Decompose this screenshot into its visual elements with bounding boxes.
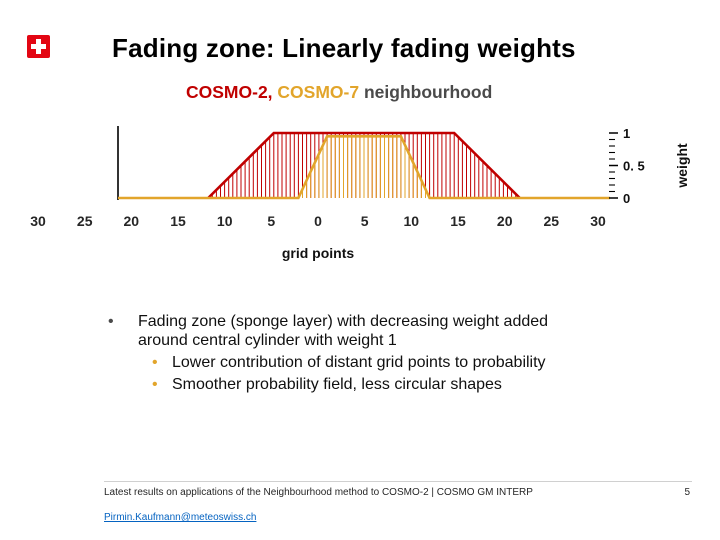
bullet-sub-2: • Smoother probability field, less circu… [152, 375, 588, 394]
bullet-icon: • [108, 313, 114, 330]
x-tick-label: 0 [314, 213, 322, 229]
cosmo7-outline [207, 131, 521, 199]
y-tick-label: 1 [623, 126, 630, 141]
slide-title: Fading zone: Linearly fading weights [112, 33, 576, 63]
footer-text: Latest results on applications of the Ne… [104, 487, 533, 498]
y-axis-title: weight [674, 143, 690, 189]
x-tick-label: 25 [77, 213, 93, 229]
y-tick-label: 0 [623, 191, 630, 206]
bullet-main-text: Fading zone (sponge layer) with decreasi… [138, 313, 549, 349]
cosmo2-hatch [302, 136, 426, 198]
slide-subtitle: COSMO-2, COSMO-7 neighbourhood [186, 82, 492, 103]
x-tick-label: 15 [170, 213, 186, 229]
subtitle-cosmo2: COSMO-2, [186, 82, 273, 102]
bullet-sub-1: • Lower contribution of distant grid poi… [152, 353, 588, 372]
x-tick-label: 15 [450, 213, 466, 229]
bullet-icon: • [152, 376, 158, 393]
footer-divider [104, 481, 692, 482]
x-tick-label: 5 [361, 213, 369, 229]
y-tick-label: 0. 5 [623, 159, 645, 174]
x-tick-label: 20 [124, 213, 140, 229]
cosmo2-outline [118, 135, 610, 200]
page-number: 5 [684, 487, 690, 498]
x-tick-label: 10 [404, 213, 420, 229]
bullet-main: • Fading zone (sponge layer) with decrea… [108, 312, 588, 350]
author-email-link[interactable]: Pirmin.Kaufmann@meteoswiss.ch [104, 512, 257, 523]
x-tick-label: 5 [267, 213, 275, 229]
x-tick-label: 30 [30, 213, 46, 229]
x-tick-label: 30 [590, 213, 606, 229]
x-tick-label: 25 [544, 213, 560, 229]
x-tick-label: 20 [497, 213, 513, 229]
subtitle-cosmo7: COSMO-7 [277, 82, 360, 102]
bullet-icon: • [152, 354, 158, 371]
bullet-sub-2-text: Smoother probability field, less circula… [172, 376, 502, 393]
x-axis-title: grid points [282, 245, 355, 261]
bullet-list: • Fading zone (sponge layer) with decrea… [108, 312, 588, 397]
subtitle-neighbourhood: neighbourhood [363, 82, 493, 102]
fading-weights-plot: 1 0. 5 0 weight 30 25 20 15 10 5 0 5 10 15 20 25 30 grid … [30, 126, 690, 261]
swiss-cross-icon [27, 35, 50, 58]
x-tick-label: 10 [217, 213, 233, 229]
fading-weights-chart: 1 0. 5 0 weight 30 25 20 15 10 5 0 5 10 15 20 25 30 grid … [0, 118, 720, 290]
swiss-flag-logo [27, 35, 50, 58]
bullet-sub-1-text: Lower contribution of distant grid point… [172, 354, 546, 371]
